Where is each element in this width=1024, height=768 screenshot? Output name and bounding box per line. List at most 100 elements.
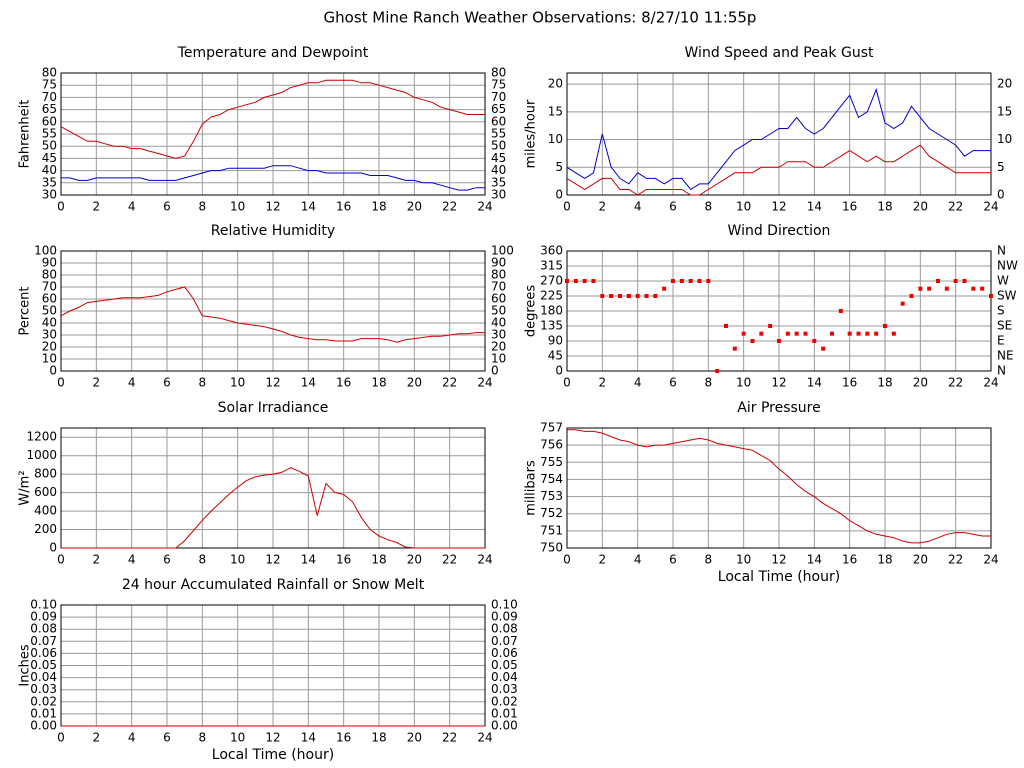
x-tick-label: 6 xyxy=(163,553,171,567)
y-tick-label: 360 xyxy=(540,244,563,258)
x-tick-label: 10 xyxy=(230,376,245,390)
y2-tick-label: 0 xyxy=(997,188,1005,202)
y-axis-label: Inches xyxy=(18,644,33,686)
y-tick-label: 752 xyxy=(540,506,563,520)
y-tick-label: 80 xyxy=(42,66,57,80)
y-tick-label: 400 xyxy=(34,504,57,518)
data-point xyxy=(936,279,940,283)
x-tick-label: 14 xyxy=(301,200,316,214)
y-tick-label: 0.09 xyxy=(30,610,57,624)
x-tick-label: 4 xyxy=(128,553,136,567)
x-tick-label: 20 xyxy=(407,200,422,214)
data-point xyxy=(874,331,879,336)
y-tick-label: 0 xyxy=(49,541,57,555)
x-tick-label: 14 xyxy=(807,200,822,214)
x-tick-label: 8 xyxy=(705,376,713,390)
x-tick-label: 14 xyxy=(301,731,316,745)
x-tick-label: 12 xyxy=(265,200,280,214)
y-tick-label: 35 xyxy=(42,175,57,189)
x-tick-label: 20 xyxy=(913,553,928,567)
x-tick-label: 12 xyxy=(265,376,280,390)
y2-tick-label: 15 xyxy=(997,104,1012,118)
x-tick-label: 10 xyxy=(736,200,751,214)
x-tick-label: 12 xyxy=(265,553,280,567)
data-point xyxy=(989,294,993,298)
y-axis-label: Percent xyxy=(18,287,33,336)
data-point xyxy=(724,324,728,328)
y2-tick-label: 100 xyxy=(491,244,514,258)
y-tick-label: 0 xyxy=(49,364,57,378)
y2-tick-label: SE xyxy=(997,319,1012,333)
data-point xyxy=(759,331,764,336)
x-tick-label: 16 xyxy=(842,200,857,214)
y2-tick-label: 70 xyxy=(491,90,506,104)
x-tick-label: 8 xyxy=(199,731,207,745)
x-tick-label: 4 xyxy=(128,731,136,745)
y2-tick-label: 60 xyxy=(491,114,506,128)
x-tick-label: 6 xyxy=(163,200,171,214)
data-point xyxy=(909,294,914,298)
x-tick-label: 16 xyxy=(336,731,351,745)
y-tick-label: 756 xyxy=(540,438,563,452)
x-tick-label: 22 xyxy=(442,731,457,745)
data-point xyxy=(626,294,631,298)
data-point xyxy=(591,279,596,283)
data-point xyxy=(777,339,781,343)
data-point xyxy=(821,346,826,351)
x-tick-label: 20 xyxy=(407,731,422,745)
y-tick-label: 1000 xyxy=(26,448,57,462)
y-tick-label: 0.01 xyxy=(30,706,57,720)
y2-tick-label: 45 xyxy=(491,151,506,165)
y2-tick-label: 20 xyxy=(491,340,506,354)
y2-tick-label: 5 xyxy=(997,160,1005,174)
x-tick-label: 24 xyxy=(477,376,492,390)
x-tick-label: 18 xyxy=(371,376,386,390)
data-point xyxy=(600,294,605,298)
x-tick-label: 2 xyxy=(599,553,607,567)
x-tick-label: 10 xyxy=(230,553,245,567)
data-point xyxy=(573,279,578,283)
x-tick-label: 8 xyxy=(705,553,713,567)
x-tick-label: 6 xyxy=(669,553,677,567)
y-tick-label: 135 xyxy=(540,319,563,333)
y-tick-label: 200 xyxy=(34,522,57,536)
x-tick-label: 2 xyxy=(599,200,607,214)
x-tick-label: 10 xyxy=(736,553,751,567)
y2-tick-label: 0.07 xyxy=(491,634,518,648)
x-tick-label: 12 xyxy=(771,553,786,567)
data-line xyxy=(60,286,485,343)
data-point xyxy=(953,279,958,283)
data-line xyxy=(566,88,991,191)
y2-tick-label: 10 xyxy=(491,352,506,366)
y-axis-label: degrees xyxy=(524,285,539,338)
data-point xyxy=(635,294,640,298)
y-tick-label: 800 xyxy=(34,467,57,481)
x-tick-label: 0 xyxy=(57,731,65,745)
y-tick-label: 70 xyxy=(42,280,57,294)
x-tick-label: 12 xyxy=(771,200,786,214)
y-tick-label: 750 xyxy=(540,541,563,555)
y-axis-label: miles/hour xyxy=(524,99,539,168)
y2-tick-label: NW xyxy=(997,259,1018,273)
data-point xyxy=(803,331,808,336)
data-point xyxy=(644,294,649,298)
y2-tick-label: 0.04 xyxy=(491,670,518,684)
y2-tick-label: 80 xyxy=(491,66,506,80)
y-tick-label: 15 xyxy=(548,104,563,118)
x-tick-label: 24 xyxy=(477,731,492,745)
plot-frame xyxy=(60,427,486,549)
data-point xyxy=(856,331,861,336)
y-tick-label: 755 xyxy=(540,455,563,469)
x-tick-label: 18 xyxy=(371,200,386,214)
y2-tick-label: 30 xyxy=(491,188,506,202)
y-tick-label: 757 xyxy=(540,421,563,435)
y2-tick-label: 0.03 xyxy=(491,682,518,696)
y-tick-label: 600 xyxy=(34,485,57,499)
plot-frame xyxy=(60,250,486,372)
data-point xyxy=(732,346,737,351)
x-tick-label: 6 xyxy=(669,200,677,214)
y-tick-label: 100 xyxy=(34,244,57,258)
x-tick-label: 10 xyxy=(230,731,245,745)
y-tick-label: 40 xyxy=(42,163,57,177)
